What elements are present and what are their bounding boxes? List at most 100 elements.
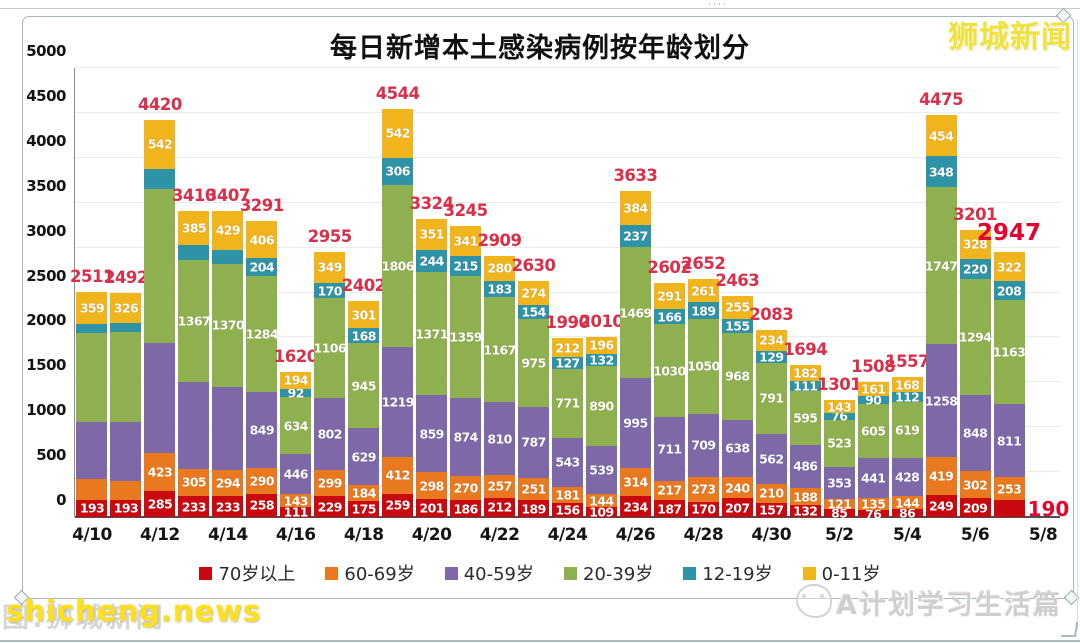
bottom-edge-line bbox=[0, 640, 1080, 642]
bar-segment-20-39岁 bbox=[110, 331, 142, 423]
segment-label: 995 bbox=[623, 415, 648, 431]
segment-label: 285 bbox=[147, 496, 173, 512]
segment-label: 237 bbox=[623, 228, 648, 244]
bar-segment-40-59岁: 859 bbox=[416, 395, 448, 473]
legend-swatch-icon bbox=[199, 566, 213, 580]
bar-segment-60-69岁: 412 bbox=[382, 456, 414, 494]
bar-segment-40-59岁: 848 bbox=[959, 394, 991, 472]
bar-segment-60-69岁: 257 bbox=[484, 474, 516, 498]
gridline bbox=[75, 336, 1060, 338]
legend-item: 0-11岁 bbox=[802, 560, 881, 586]
segment-label: 175 bbox=[351, 501, 377, 517]
segment-label: 605 bbox=[861, 423, 886, 439]
segment-label: 144 bbox=[589, 493, 614, 509]
segment-label: 1294 bbox=[958, 329, 992, 345]
bar-segment-12-19岁: 220 bbox=[959, 259, 991, 279]
x-tick-label: 4/28 bbox=[683, 525, 724, 545]
bar-segment-12-19岁: 132 bbox=[585, 352, 617, 368]
bar-segment-20-39岁: 595 bbox=[789, 391, 821, 445]
bar-segment-0-11岁: 542 bbox=[144, 120, 176, 169]
resize-grip-icon[interactable] bbox=[1060, 622, 1079, 637]
bar-segment-70岁以上: 234 bbox=[619, 496, 651, 517]
bar-segment-70岁以上: 229 bbox=[314, 496, 346, 517]
bar-segment-70岁以上: 157 bbox=[755, 502, 787, 517]
segment-label: 143 bbox=[283, 493, 309, 509]
segment-label: 194 bbox=[283, 372, 309, 388]
bar-segment-60-69岁: 273 bbox=[687, 477, 719, 502]
x-tick-label: 5/8 bbox=[1028, 525, 1058, 545]
bar-segment-70岁以上: 259 bbox=[382, 493, 414, 517]
bar-total-label: 2402 bbox=[341, 276, 386, 296]
bar-segment-20-39岁 bbox=[76, 333, 108, 422]
x-tick-label: 4/10 bbox=[72, 525, 112, 545]
chart-title: 每日新增本土感染病例按年龄划分 bbox=[330, 33, 750, 64]
bar-segment-20-39岁: 1106 bbox=[314, 298, 347, 398]
segment-label: 143 bbox=[827, 399, 852, 415]
x-tick-label: 5/6 bbox=[960, 525, 990, 545]
bar-total-label: 3324 bbox=[409, 193, 454, 213]
segment-label: 811 bbox=[996, 433, 1022, 449]
bar-segment-60-69岁: 298 bbox=[416, 472, 448, 499]
bar-segment-20-39岁: 619 bbox=[891, 402, 923, 458]
bar-total-label: 3245 bbox=[443, 200, 488, 220]
segment-label: 193 bbox=[79, 500, 105, 516]
bar-total-label: 2909 bbox=[477, 230, 522, 250]
segment-label: 859 bbox=[419, 426, 444, 442]
segment-label: 348 bbox=[928, 164, 954, 180]
bar-segment-0-11岁: 385 bbox=[178, 210, 210, 246]
segment-label: 975 bbox=[521, 355, 546, 371]
bar-segment-12-19岁: 183 bbox=[484, 280, 516, 298]
bar-segment-60-69岁: 302 bbox=[959, 471, 991, 499]
bar-segment-40-59岁: 428 bbox=[891, 457, 923, 497]
segment-label: 1371 bbox=[415, 326, 448, 341]
segment-label: 215 bbox=[453, 258, 478, 274]
bar-segment-12-19岁: 127 bbox=[552, 356, 583, 371]
segment-label: 848 bbox=[962, 425, 988, 441]
bar-total-label: 2010 bbox=[579, 311, 624, 331]
segment-label: 132 bbox=[589, 352, 614, 368]
bar-segment-60-69岁: 251 bbox=[518, 477, 550, 501]
bar-total-label: 2652 bbox=[681, 253, 726, 273]
bar-segment-40-59岁: 441 bbox=[857, 458, 889, 499]
bar-segment-20-39岁: 1050 bbox=[687, 319, 720, 414]
drag-handle-dots[interactable]: ···· bbox=[708, 0, 728, 10]
segment-label: 353 bbox=[827, 475, 852, 491]
bar-segment-20-39岁: 1806 bbox=[381, 185, 414, 348]
gridline bbox=[75, 67, 1060, 68]
segment-label: 111 bbox=[283, 504, 309, 520]
segment-label: 121 bbox=[827, 496, 852, 512]
a-plan-watermark: A计划学习生活篇 bbox=[836, 590, 1062, 621]
bar-segment-60-69岁: 294 bbox=[212, 469, 244, 497]
bar-segment-60-69岁: 270 bbox=[450, 476, 482, 501]
segment-label: 539 bbox=[589, 462, 614, 478]
bar-segment-0-11岁: 196 bbox=[585, 336, 617, 355]
bar-segment-20-39岁: 771 bbox=[552, 368, 583, 438]
bar-segment-40-59岁: 709 bbox=[687, 413, 719, 478]
watermark-source-text: 图:狮城新闻 bbox=[2, 603, 166, 634]
y-tick-label: 500 bbox=[36, 446, 66, 465]
segment-label: 156 bbox=[555, 502, 580, 518]
bar-segment-0-11岁: 341 bbox=[450, 225, 482, 257]
bar-segment-0-11岁: 261 bbox=[687, 278, 719, 303]
x-tick-label: 4/20 bbox=[411, 525, 452, 545]
segment-label: 1284 bbox=[245, 326, 279, 342]
y-tick-label: 1000 bbox=[26, 401, 66, 420]
bar-segment-12-19岁: 90 bbox=[857, 393, 889, 408]
bar-segment-12-19岁: 204 bbox=[246, 257, 278, 277]
bar-segment-40-59岁 bbox=[110, 422, 142, 481]
bar-segment-20-39岁: 1294 bbox=[958, 278, 992, 395]
chart-selection-frame[interactable] bbox=[22, 16, 1074, 599]
segment-label: 182 bbox=[793, 365, 818, 381]
bar-segment-60-69岁 bbox=[110, 480, 142, 500]
x-tick-label: 4/12 bbox=[140, 525, 180, 545]
bar-segment-40-59岁: 874 bbox=[450, 397, 482, 477]
bar-segment-0-11岁: 168 bbox=[891, 377, 923, 393]
segment-label: 1050 bbox=[687, 358, 720, 374]
bar-segment-0-11岁: 359 bbox=[76, 291, 108, 324]
gridline bbox=[75, 291, 1060, 293]
bar-segment-70岁以上: 285 bbox=[144, 491, 176, 517]
bar-total-label: 4420 bbox=[137, 95, 182, 115]
segment-label: 299 bbox=[317, 475, 343, 491]
bar-total-label: 2463 bbox=[715, 270, 760, 290]
segment-label: 709 bbox=[691, 437, 716, 453]
